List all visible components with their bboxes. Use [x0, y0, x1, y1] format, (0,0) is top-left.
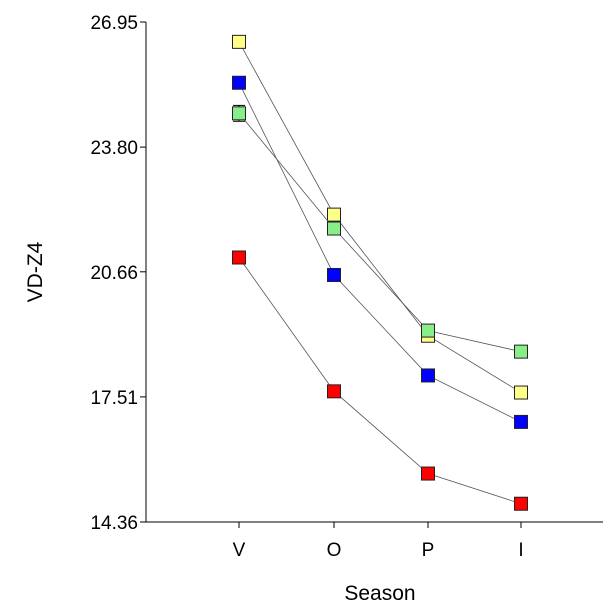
data-point	[232, 75, 246, 90]
series-line	[238, 41, 522, 393]
x-tick-label: O	[327, 540, 342, 561]
y-tick-label: 17.51	[90, 388, 138, 409]
x-axis-title: Season	[344, 582, 415, 605]
y-tick-label: 26.95	[90, 13, 138, 34]
x-tick-label: P	[422, 540, 435, 561]
series-layer	[232, 34, 528, 511]
data-point	[514, 414, 528, 429]
data-point	[327, 207, 341, 222]
data-point	[232, 250, 246, 265]
x-tick-label: V	[233, 540, 246, 561]
data-point	[421, 466, 435, 481]
series-line	[238, 113, 522, 353]
series-2	[232, 104, 528, 359]
data-point	[514, 496, 528, 511]
x-tick-label: I	[518, 540, 523, 561]
y-ticks: 26.95 23.80 20.66 17.51 14.36	[90, 13, 146, 534]
series-0	[232, 34, 528, 400]
series-line	[238, 257, 522, 505]
data-point	[514, 385, 528, 400]
y-tick-label: 23.80	[90, 138, 138, 159]
data-point	[327, 267, 341, 282]
y-tick-label: 20.66	[90, 263, 138, 284]
data-point	[327, 384, 341, 399]
y-axis-title: VD-Z4	[24, 241, 47, 302]
y-axis: 26.95 23.80 20.66 17.51 14.36	[90, 13, 147, 534]
series-3	[232, 250, 528, 511]
series-1	[232, 75, 528, 429]
data-point	[421, 368, 435, 383]
data-point	[514, 344, 528, 359]
data-point	[421, 323, 435, 338]
y-tick-label: 14.36	[90, 513, 138, 534]
data-point	[232, 34, 246, 49]
series-line	[238, 82, 522, 423]
data-point	[232, 106, 246, 121]
data-point	[327, 221, 341, 236]
